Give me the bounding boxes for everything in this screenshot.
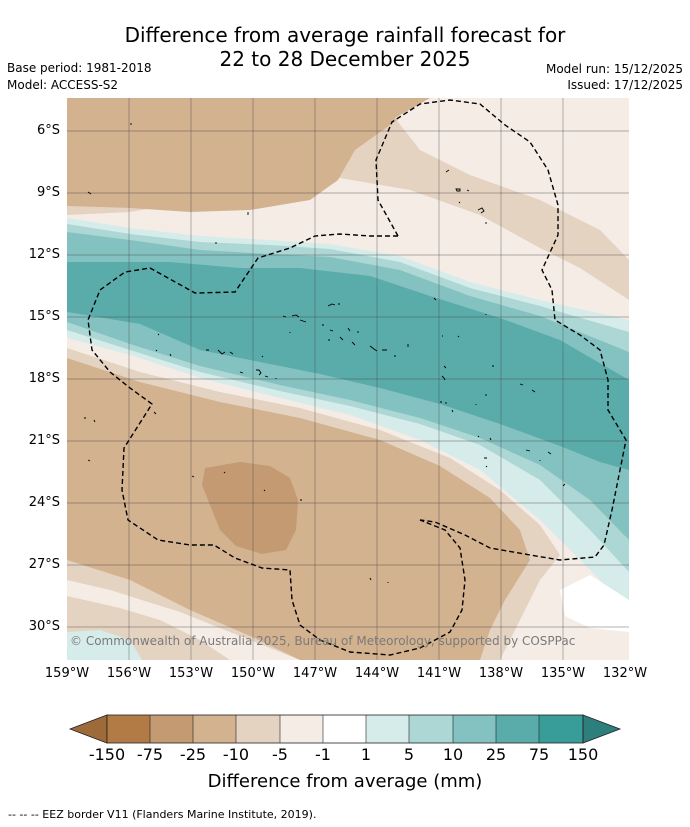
colorbar-label: 75 [528, 745, 550, 764]
eez-legend: -- -- -- EEZ border V11 (Flanders Marine… [8, 808, 317, 821]
issued-date: Issued: 17/12/2025 [567, 78, 683, 92]
model-name: Model: ACCESS-S2 [7, 78, 119, 92]
lat-label: 30°S [28, 619, 60, 634]
base-period: Base period: 1981-2018 [7, 61, 152, 75]
south-dry-band-2 [67, 358, 530, 660]
colorbar [68, 714, 622, 744]
colorbar-swatch [236, 715, 280, 743]
colorbar-swatch [193, 715, 236, 743]
lon-label: 144°W [354, 666, 400, 681]
lat-label: 9°S [36, 185, 60, 200]
lat-label: 12°S [28, 247, 60, 262]
eez-border-french-polynesia [375, 99, 627, 561]
south-west-wet-patch [67, 630, 142, 660]
page-title-line2: 22 to 28 December 2025 [219, 47, 471, 71]
colorbar-label: -10 [222, 745, 250, 764]
colorbar-high-arrow [582, 714, 622, 744]
colorbar-label: -25 [179, 745, 207, 764]
colorbar-label: 25 [485, 745, 507, 764]
colorbar-title: Difference from average (mm) [207, 771, 483, 792]
colorbar-label: 10 [442, 745, 464, 764]
lon-label: 132°W [602, 666, 648, 681]
lon-label: 138°W [478, 666, 524, 681]
lon-label: 141°W [416, 666, 462, 681]
colorbar-label: 1 [360, 745, 372, 764]
colorbar-label: -1 [315, 745, 331, 764]
colorbar-swatch [366, 715, 409, 743]
south-dry-core [202, 462, 298, 554]
colorbar-swatch [280, 715, 323, 743]
lat-label: 24°S [28, 495, 60, 510]
colorbar-label: -150 [88, 745, 126, 764]
lat-label: 15°S [28, 309, 60, 324]
wet-band-4 [67, 262, 629, 470]
colorbar-swatch [496, 715, 539, 743]
lon-label: 159°W [44, 666, 90, 681]
north-dry-band [67, 98, 440, 212]
colorbar-swatch [539, 715, 583, 743]
colorbar-swatch [150, 715, 193, 743]
colorbar-swatch [107, 715, 150, 743]
lon-label: 153°W [168, 666, 214, 681]
grid-lines [67, 98, 629, 660]
eez-border-cook-islands [87, 233, 466, 656]
colorbar-swatch [409, 715, 453, 743]
colorbar-label: 150 [567, 745, 599, 764]
lon-label: 156°W [106, 666, 152, 681]
colorbar-label: 5 [403, 745, 415, 764]
lat-label: 6°S [36, 123, 60, 138]
lon-label: 150°W [230, 666, 276, 681]
colorbar-label: -75 [136, 745, 164, 764]
model-run: Model run: 15/12/2025 [545, 62, 683, 76]
south-east-white-patch [560, 575, 629, 632]
colorbar-swatch [453, 715, 496, 743]
copyright-notice: © Commonwealth of Australia 2025, Bureau… [70, 634, 576, 648]
north-east-light-area [395, 98, 629, 260]
eez-borders [87, 99, 627, 656]
lat-label: 18°S [28, 371, 60, 386]
colorbar-low-arrow [68, 714, 108, 744]
colorbar-swatch [323, 715, 366, 743]
colorbar-label: -5 [272, 745, 288, 764]
lat-label: 27°S [28, 557, 60, 572]
lat-label: 21°S [28, 433, 60, 448]
lon-label: 147°W [292, 666, 338, 681]
islands [84, 123, 566, 583]
lon-label: 135°W [540, 666, 586, 681]
page-title-line1: Difference from average rainfall forecas… [124, 23, 566, 47]
